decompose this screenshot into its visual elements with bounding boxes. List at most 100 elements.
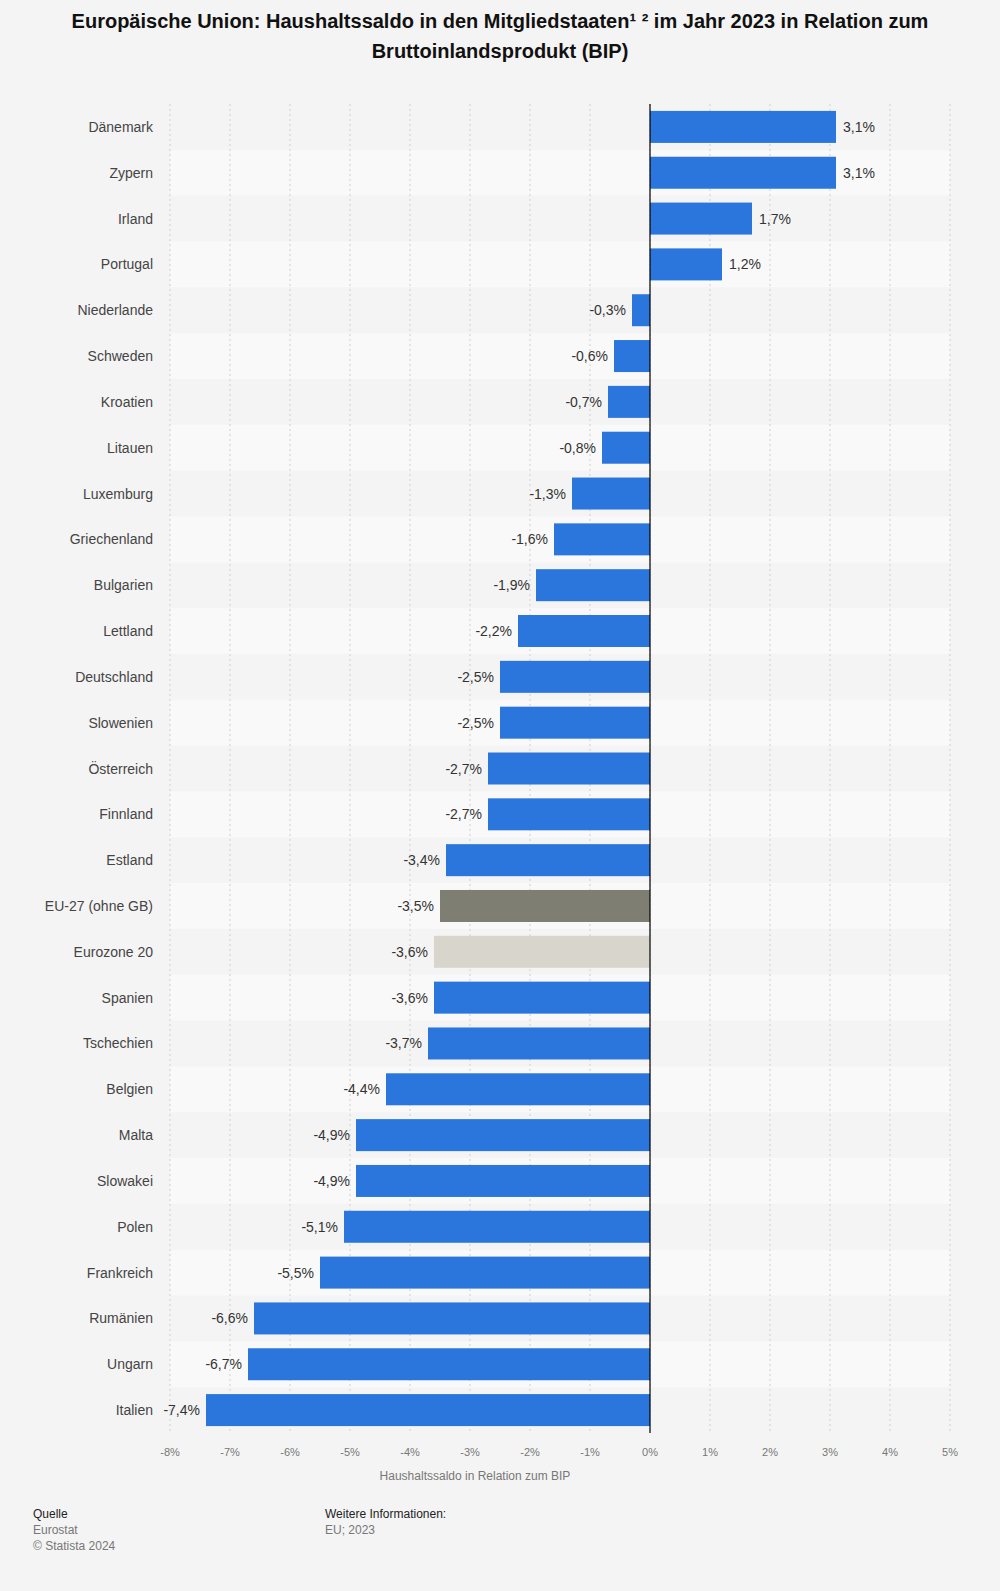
bar (428, 1027, 650, 1059)
bar (248, 1348, 650, 1380)
category-label: Deutschland (75, 669, 153, 685)
bar (572, 478, 650, 510)
data-label: -4,4% (343, 1081, 380, 1097)
data-label: 3,1% (843, 165, 875, 181)
data-label: -4,9% (313, 1173, 350, 1189)
tick-label: 1% (702, 1446, 718, 1458)
row-band (170, 608, 950, 654)
tick-label: 5% (942, 1446, 958, 1458)
category-label: Estland (106, 852, 153, 868)
tick-label: -1% (580, 1446, 600, 1458)
bar (650, 248, 722, 280)
row-band (170, 700, 950, 746)
bar (254, 1302, 650, 1334)
category-label: Eurozone 20 (74, 944, 154, 960)
bar (602, 432, 650, 464)
row-band (170, 1158, 950, 1204)
data-label: -2,7% (445, 806, 482, 822)
data-label: -2,2% (475, 623, 512, 639)
data-label: -3,4% (403, 852, 440, 868)
bar (518, 615, 650, 647)
data-label: -5,5% (277, 1265, 314, 1281)
data-label: -2,5% (457, 669, 494, 685)
tick-label: -3% (460, 1446, 480, 1458)
row-band (170, 1250, 950, 1296)
title: Europäische Union: Haushaltssaldo in den… (50, 6, 950, 66)
chart: 3,1%3,1%1,7%1,2%-0,3%-0,6%-0,7%-0,8%-1,3… (0, 0, 1000, 1591)
data-label: -1,6% (511, 531, 548, 547)
category-label: Zypern (109, 165, 153, 181)
bar (434, 982, 650, 1014)
grid-line (950, 104, 951, 1433)
bar (632, 294, 650, 326)
category-label: Litauen (107, 440, 153, 456)
source-label: Quelle (33, 1506, 68, 1522)
copyright: © Statista 2024 (33, 1538, 115, 1554)
grid-line (290, 104, 291, 1433)
data-label: -3,6% (391, 944, 428, 960)
category-label: Griechenland (70, 531, 153, 547)
data-label: -6,6% (211, 1310, 248, 1326)
category-label: Spanien (102, 990, 153, 1006)
data-label: -7,4% (163, 1402, 200, 1418)
category-label: Dänemark (88, 119, 154, 135)
bar (386, 1073, 650, 1105)
category-label: Tschechien (83, 1035, 153, 1051)
row-band (170, 150, 950, 196)
bar (356, 1165, 650, 1197)
category-label: Frankreich (87, 1265, 153, 1281)
info-label: Weitere Informationen: (325, 1506, 446, 1522)
bar (614, 340, 650, 372)
tick-label: 4% (882, 1446, 898, 1458)
category-label: Ungarn (107, 1356, 153, 1372)
category-label: EU-27 (ohne GB) (45, 898, 153, 914)
category-label: Italien (116, 1402, 153, 1418)
category-label: Polen (117, 1219, 153, 1235)
grid-line (770, 104, 771, 1433)
data-label: 1,7% (759, 211, 791, 227)
category-label: Luxemburg (83, 486, 153, 502)
grid-line (710, 104, 711, 1433)
data-label: -0,8% (559, 440, 596, 456)
row-band (170, 516, 950, 562)
bar (206, 1394, 650, 1426)
tick-label: -2% (520, 1446, 540, 1458)
data-label: 1,2% (729, 256, 761, 272)
bar (434, 936, 650, 968)
data-label: -0,7% (565, 394, 602, 410)
grid-line (230, 104, 231, 1433)
data-label: -2,7% (445, 761, 482, 777)
category-label: Irland (118, 211, 153, 227)
data-label: -0,6% (571, 348, 608, 364)
bar (554, 523, 650, 555)
data-label: -6,7% (205, 1356, 242, 1372)
tick-label: 0% (642, 1446, 658, 1458)
bar (500, 661, 650, 693)
category-label: Lettland (103, 623, 153, 639)
data-label: -4,9% (313, 1127, 350, 1143)
bar (650, 203, 752, 235)
tick-label: -4% (400, 1446, 420, 1458)
data-label: -1,3% (529, 486, 566, 502)
row-band (170, 975, 950, 1021)
tick-label: -5% (340, 1446, 360, 1458)
bar (536, 569, 650, 601)
info: EU; 2023 (325, 1522, 375, 1538)
bar (440, 890, 650, 922)
category-label: Österreich (88, 760, 153, 777)
data-label: -3,7% (385, 1035, 422, 1051)
category-label: Schweden (88, 348, 153, 364)
category-label: Slowenien (88, 715, 153, 731)
bar (608, 386, 650, 418)
data-label: -1,9% (493, 577, 530, 593)
tick-label: 3% (822, 1446, 838, 1458)
zero-line (649, 104, 650, 1433)
bar (320, 1257, 650, 1289)
category-label: Slowakei (97, 1173, 153, 1189)
axis-title: Haushaltssaldo in Relation zum BIP (380, 1469, 571, 1483)
bar (500, 707, 650, 739)
bars (206, 111, 836, 1426)
row-band (170, 333, 950, 379)
category-label: Belgien (106, 1081, 153, 1097)
bar (356, 1119, 650, 1151)
